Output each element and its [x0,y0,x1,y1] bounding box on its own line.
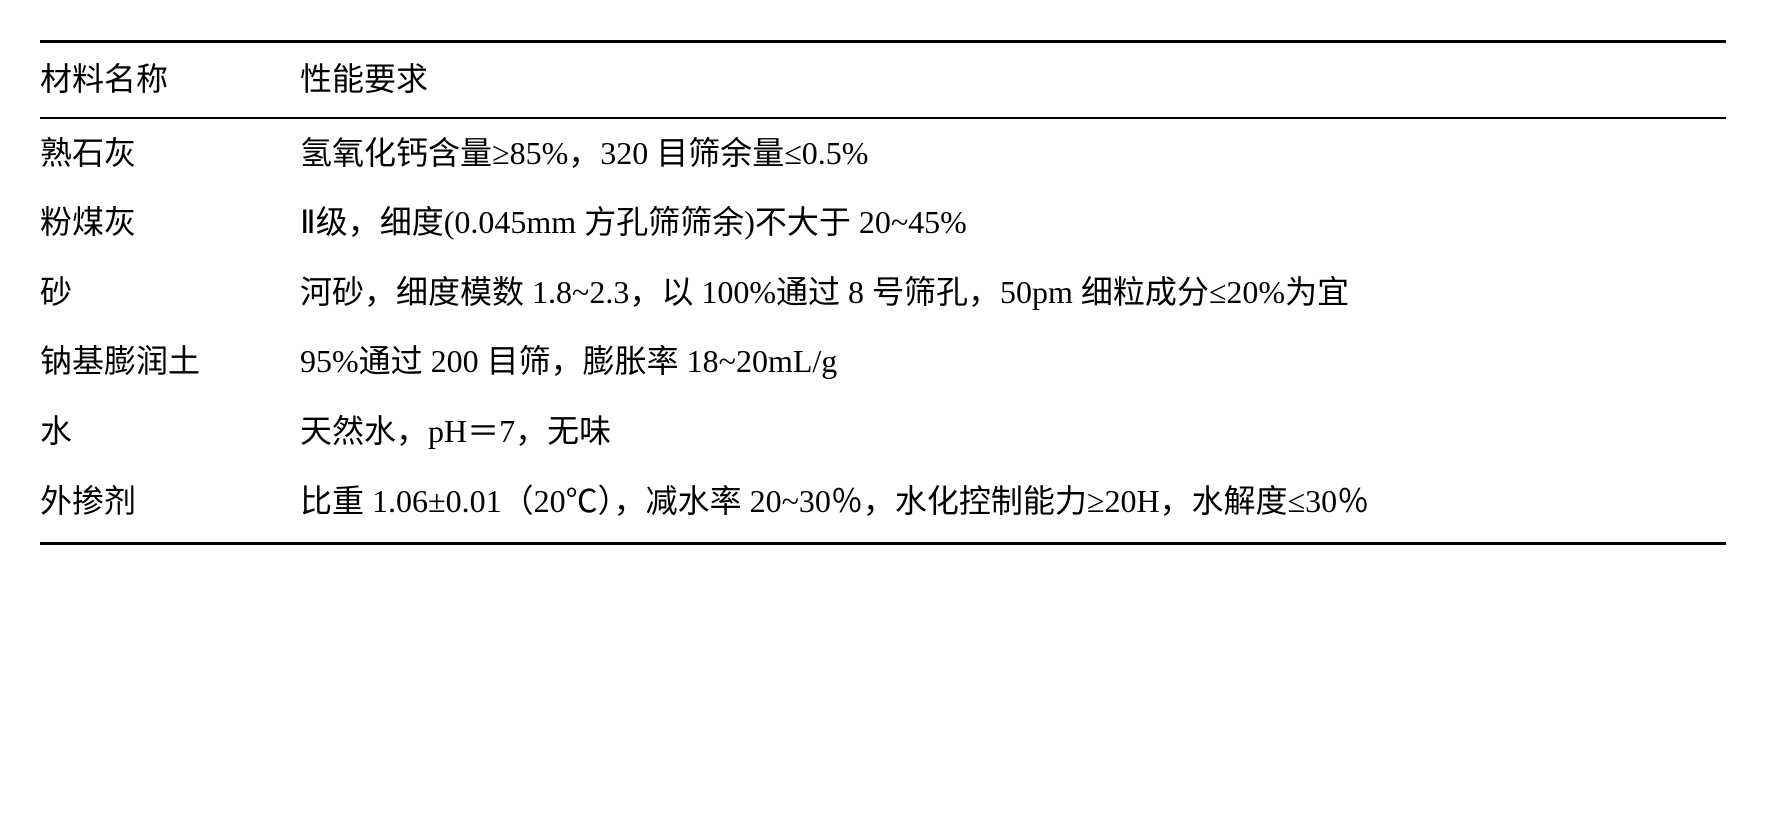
cell-name: 粉煤灰 [40,188,300,258]
table-header-row: 材料名称 性能要求 [40,42,1726,118]
table-row: 熟石灰 氢氧化钙含量≥85%，320 目筛余量≤0.5% [40,118,1726,189]
cell-requirement: Ⅱ级，细度(0.045mm 方孔筛筛余)不大于 20~45% [300,188,1726,258]
cell-requirement: 95%通过 200 目筛，膨胀率 18~20mL/g [300,327,1726,397]
column-header-requirement: 性能要求 [300,42,1726,118]
cell-requirement: 比重 1.06±0.01（20℃），减水率 20~30％，水化控制能力≥20H，… [300,467,1726,544]
table-row: 砂 河砂，细度模数 1.8~2.3，以 100%通过 8 号筛孔，50pm 细粒… [40,258,1726,328]
table-row: 钠基膨润土 95%通过 200 目筛，膨胀率 18~20mL/g [40,327,1726,397]
materials-table-container: 材料名称 性能要求 熟石灰 氢氧化钙含量≥85%，320 目筛余量≤0.5% 粉… [40,40,1726,545]
column-header-name: 材料名称 [40,42,300,118]
table-row: 外掺剂 比重 1.06±0.01（20℃），减水率 20~30％，水化控制能力≥… [40,467,1726,544]
cell-name: 砂 [40,258,300,328]
cell-requirement: 河砂，细度模数 1.8~2.3，以 100%通过 8 号筛孔，50pm 细粒成分… [300,258,1726,328]
table-row: 水 天然水，pH＝7，无味 [40,397,1726,467]
materials-table: 材料名称 性能要求 熟石灰 氢氧化钙含量≥85%，320 目筛余量≤0.5% 粉… [40,40,1726,545]
cell-name: 钠基膨润土 [40,327,300,397]
cell-requirement: 天然水，pH＝7，无味 [300,397,1726,467]
cell-name: 外掺剂 [40,467,300,544]
cell-name: 水 [40,397,300,467]
cell-requirement: 氢氧化钙含量≥85%，320 目筛余量≤0.5% [300,118,1726,189]
table-body: 熟石灰 氢氧化钙含量≥85%，320 目筛余量≤0.5% 粉煤灰 Ⅱ级，细度(0… [40,118,1726,544]
cell-name: 熟石灰 [40,118,300,189]
table-row: 粉煤灰 Ⅱ级，细度(0.045mm 方孔筛筛余)不大于 20~45% [40,188,1726,258]
